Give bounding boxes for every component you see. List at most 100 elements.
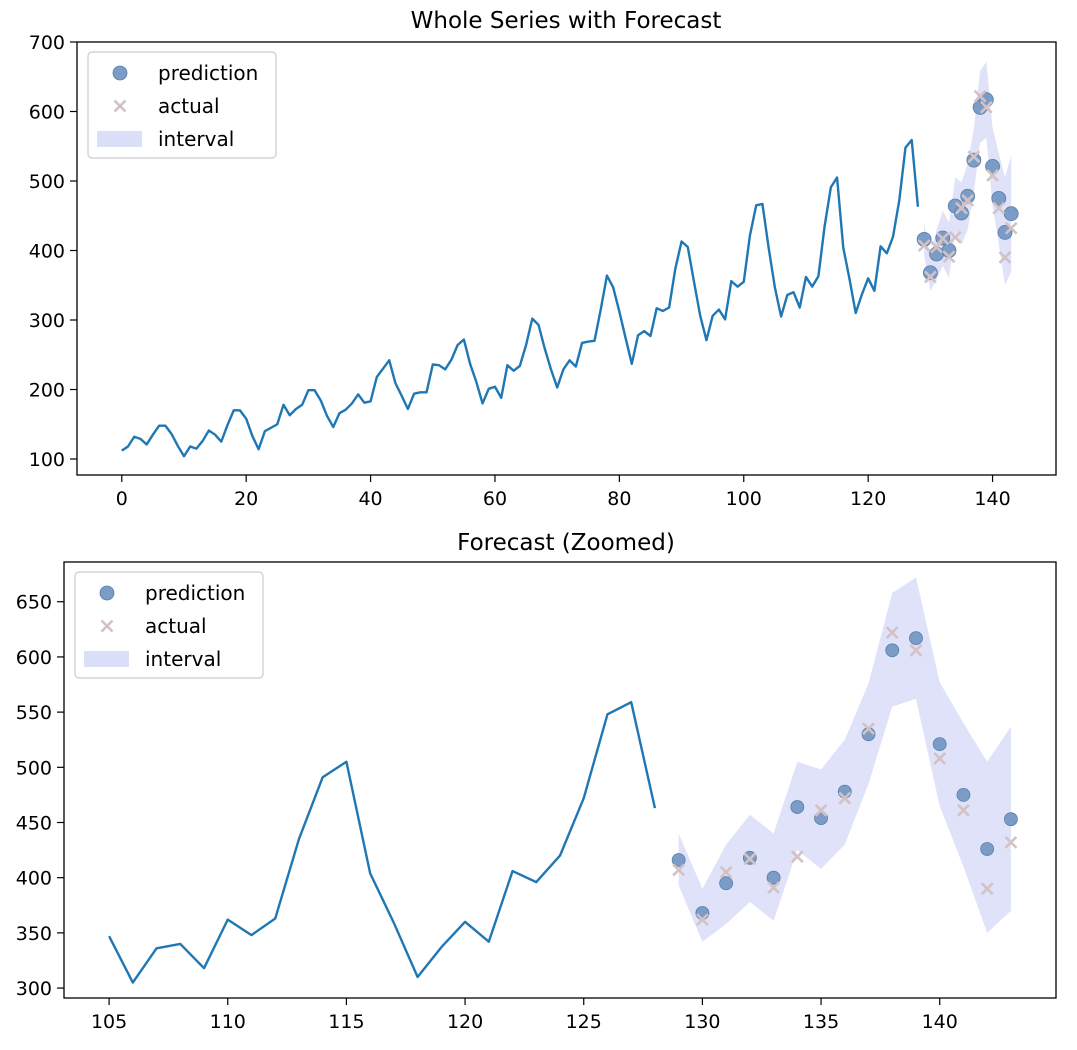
y-tick-label: 650 (16, 592, 52, 614)
x-tick-label: 105 (91, 1011, 127, 1033)
y-tick-label: 300 (16, 978, 52, 1000)
legend-actual-marker (100, 619, 114, 633)
prediction-point (790, 800, 805, 814)
actual-point (930, 240, 943, 254)
y-tick-label: 600 (16, 647, 52, 669)
x-tick-label: 110 (210, 1011, 246, 1033)
actual-point (1004, 835, 1018, 849)
x-tick-label: 100 (726, 488, 762, 510)
actual-point (838, 791, 852, 805)
actual-point (942, 250, 956, 264)
prediction-point (766, 870, 781, 885)
y-tick-label: 550 (16, 702, 52, 724)
prediction-point (909, 631, 923, 646)
legend-actual-marker (113, 99, 127, 113)
actual-point (790, 850, 804, 864)
chart-forecast-zoomed: Forecast (Zoomed) 105 110 115 120 125 130 135 1… (16, 530, 1057, 1033)
x-tick-label: 130 (684, 1011, 720, 1033)
x-tick-label: 120 (447, 1011, 483, 1033)
x-tick-label: 80 (607, 488, 631, 510)
y-tick-label: 500 (29, 171, 65, 193)
y-tick-label: 100 (29, 449, 65, 471)
actual-point (957, 803, 970, 817)
chart-title: Whole Series with Forecast (411, 8, 722, 34)
x-tick-label: 125 (566, 1011, 602, 1033)
legend-label: actual (145, 614, 207, 638)
prediction-point (929, 246, 944, 262)
actual-point (672, 863, 686, 877)
actual-point (933, 752, 947, 765)
actual-point (695, 913, 709, 927)
prediction-point (1003, 206, 1019, 222)
actual-point (980, 882, 994, 896)
actual-point (986, 169, 999, 182)
prediction-point (966, 152, 982, 168)
x-tick-label: 0 (116, 488, 128, 510)
legend-prediction-marker (99, 585, 115, 601)
prediction-point (922, 265, 938, 281)
prediction-point (997, 225, 1013, 240)
prediction-point (695, 906, 710, 920)
actual-point (909, 643, 923, 657)
legend-label: prediction (158, 61, 258, 85)
prediction-point (985, 159, 1000, 174)
y-tick-label: 400 (16, 868, 52, 890)
prediction-point (960, 188, 976, 204)
legend: prediction actual interval (74, 571, 264, 679)
actual-point (923, 270, 937, 284)
prediction-point (980, 842, 995, 856)
actual-point (885, 626, 899, 640)
plot-area (121, 61, 1019, 458)
actual-point (936, 232, 950, 246)
prediction-point (932, 737, 947, 752)
history-line (108, 700, 657, 984)
actual-point (767, 881, 781, 895)
actual-point (973, 89, 987, 103)
legend: prediction actual interval (87, 51, 277, 159)
x-tick-label: 115 (328, 1011, 364, 1033)
plot-area (108, 577, 1018, 984)
actual-point (998, 251, 1012, 264)
legend-prediction-marker (112, 65, 128, 81)
actual-point (979, 100, 993, 114)
y-tick-label: 450 (16, 812, 52, 834)
prediction-point (885, 643, 900, 658)
actual-point (719, 865, 733, 879)
actual-point (948, 230, 962, 244)
prediction-point (956, 788, 971, 802)
legend-label: actual (158, 94, 220, 118)
y-tick-label: 700 (29, 32, 65, 54)
chart-whole-series: Whole Series with Forecast 0 20 40 60 80 100 1… (29, 8, 1057, 510)
actual-point (961, 194, 975, 207)
y-tick-label: 500 (16, 757, 52, 779)
x-tick-label: 60 (483, 488, 507, 510)
prediction-point (837, 784, 852, 799)
prediction-point (1004, 812, 1018, 827)
y-tick-label: 300 (29, 310, 65, 332)
legend-label: prediction (145, 581, 245, 605)
actual-point (992, 201, 1006, 215)
chart-title: Forecast (Zoomed) (457, 530, 675, 556)
legend-label: interval (158, 127, 234, 151)
prediction-point (719, 876, 734, 891)
prediction-point (954, 205, 969, 221)
x-tick-label: 120 (850, 488, 886, 510)
prediction-point (991, 190, 1007, 206)
x-tick-label: 135 (803, 1011, 839, 1033)
actual-point (814, 803, 828, 817)
actual-point (917, 239, 931, 253)
legend-interval-swatch (97, 131, 142, 147)
y-tick-label: 350 (16, 923, 52, 945)
actual-point (743, 852, 757, 866)
axes-frame (63, 561, 1057, 999)
prediction-point (671, 853, 686, 867)
x-tick-label: 40 (358, 488, 382, 510)
y-tick-label: 400 (29, 241, 65, 263)
history-line (121, 138, 920, 458)
legend-interval-swatch (84, 651, 129, 667)
x-tick-label: 20 (234, 488, 258, 510)
x-tick-label: 140 (974, 488, 1010, 510)
actual-point (1004, 221, 1018, 235)
actual-point (967, 150, 981, 164)
